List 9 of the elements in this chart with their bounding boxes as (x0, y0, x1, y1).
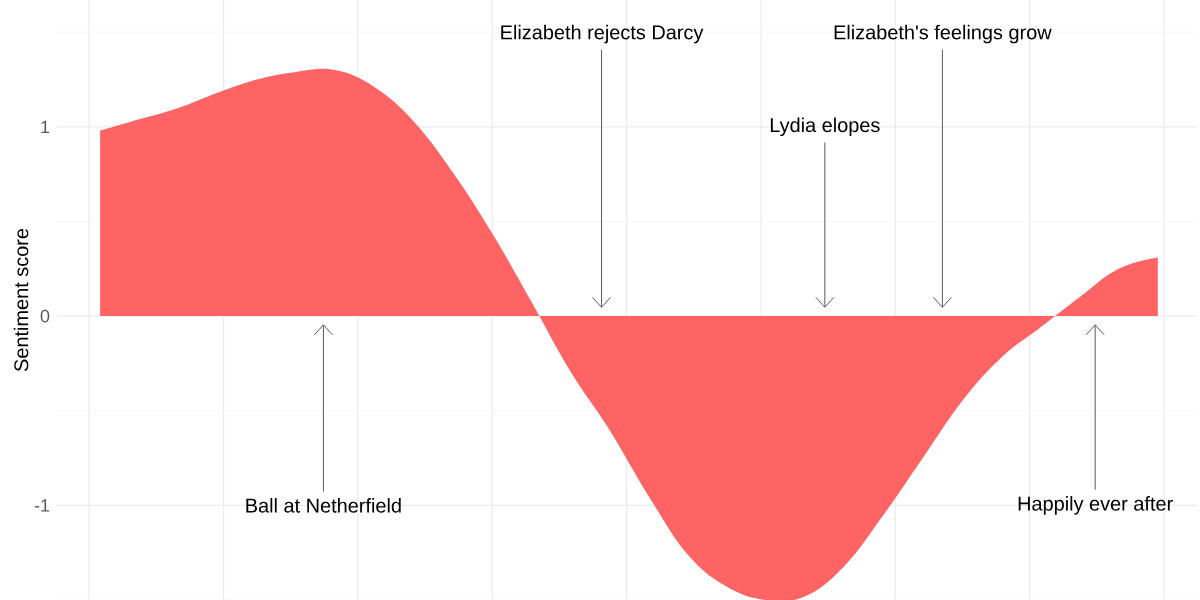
annotation: Elizabeth's feelings grow (834, 24, 1052, 44)
annotation: Lydia elopes (770, 117, 880, 137)
y-tick-label: -1 (34, 499, 50, 512)
y-tick-label: 0 (40, 309, 50, 323)
y-axis-title: Sentiment score (13, 228, 29, 372)
y-tick-label: 1 (41, 120, 50, 133)
annotation: Ball at Netherfield (246, 498, 401, 513)
annotation: Happily ever after (1018, 496, 1173, 515)
annotation: Elizabeth rejects Darcy (501, 24, 704, 44)
